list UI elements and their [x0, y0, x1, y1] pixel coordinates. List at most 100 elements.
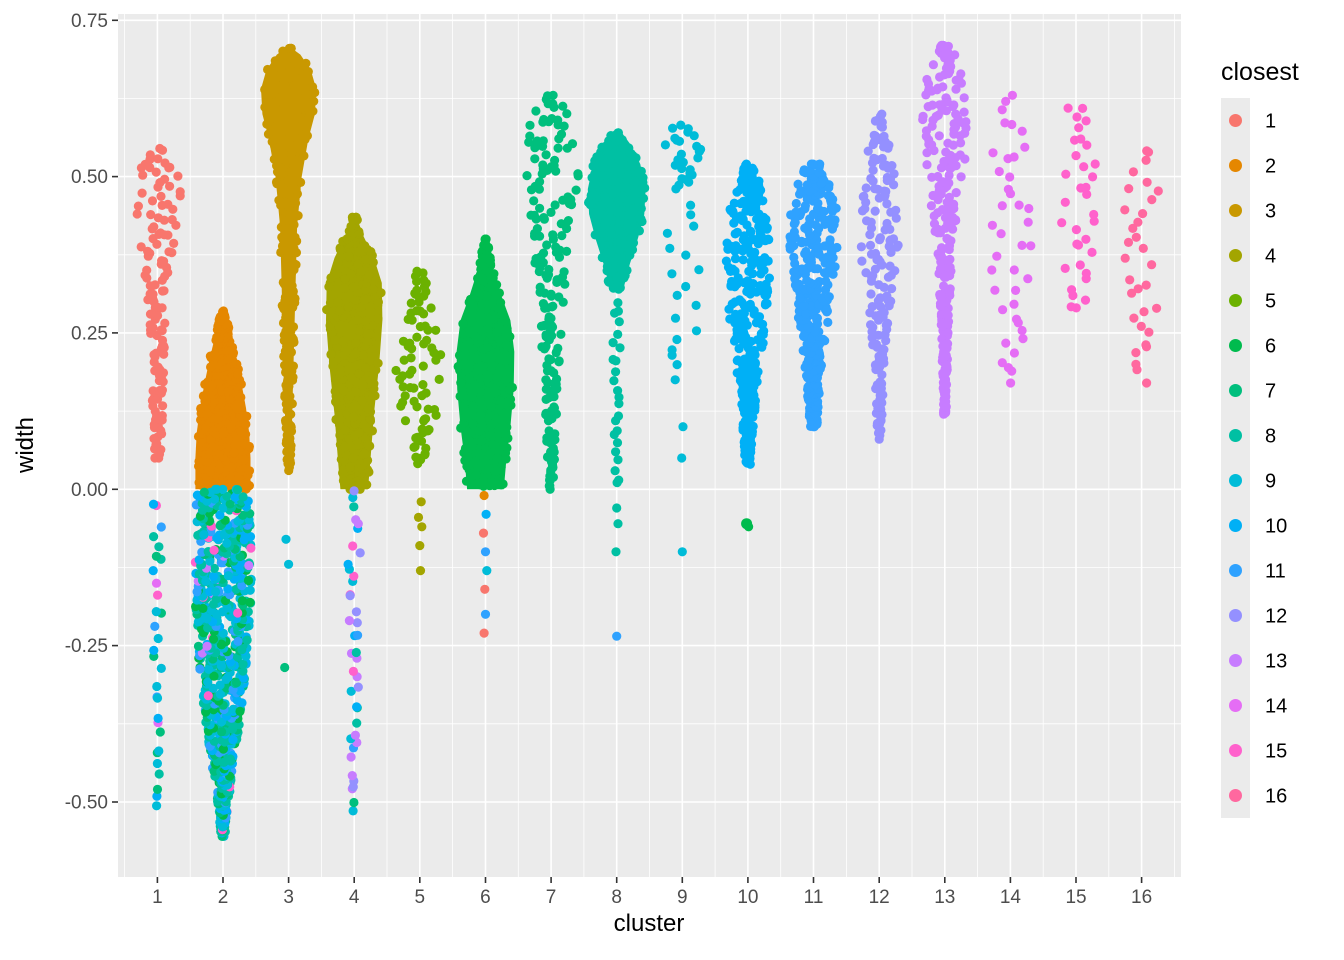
data-point	[405, 338, 415, 348]
data-point	[399, 355, 409, 365]
data-point	[937, 177, 947, 187]
data-point	[492, 372, 502, 382]
data-point	[1006, 378, 1016, 388]
data-point	[875, 235, 885, 245]
data-point	[733, 355, 743, 365]
data-point	[1147, 195, 1157, 205]
data-point	[536, 321, 547, 331]
data-point	[476, 410, 486, 420]
data-point	[148, 289, 158, 299]
data-point	[205, 556, 215, 566]
data-point	[152, 801, 162, 811]
data-point	[994, 166, 1004, 177]
data-point	[988, 148, 998, 158]
data-point	[791, 198, 801, 209]
cluster-1	[132, 143, 185, 811]
data-point	[212, 533, 222, 543]
data-point-outlier	[479, 628, 489, 638]
data-point	[1129, 313, 1139, 323]
data-point	[613, 329, 623, 339]
data-point-outlier	[481, 509, 491, 519]
data-point	[154, 542, 164, 552]
data-point	[157, 200, 167, 210]
data-point	[149, 222, 159, 232]
data-point	[227, 462, 237, 472]
data-point	[157, 303, 167, 313]
data-point	[815, 364, 825, 374]
data-point	[421, 388, 431, 398]
data-point	[1072, 239, 1082, 249]
data-point	[940, 393, 950, 403]
data-point	[681, 281, 691, 292]
data-point	[291, 248, 301, 258]
data-point	[280, 390, 290, 400]
data-point	[990, 285, 1000, 295]
data-point	[335, 369, 345, 379]
data-point	[548, 301, 558, 311]
data-point	[349, 502, 359, 512]
data-point	[791, 207, 801, 217]
data-point	[288, 142, 298, 152]
legend-entry-label: 7	[1265, 381, 1276, 403]
data-point	[217, 727, 227, 737]
data-point	[309, 96, 319, 106]
legend-entry-label: 15	[1265, 741, 1287, 763]
data-point	[340, 441, 350, 452]
data-point	[350, 730, 360, 740]
data-point	[722, 238, 732, 248]
data-point	[938, 383, 948, 393]
data-point	[1120, 253, 1130, 263]
cluster-4	[322, 212, 386, 816]
data-point	[155, 143, 165, 154]
data-point	[153, 633, 163, 644]
data-point	[746, 249, 756, 259]
y-tick-label: 0.25	[71, 323, 108, 344]
data-point	[496, 414, 506, 424]
data-point	[747, 163, 758, 173]
data-point	[553, 143, 563, 153]
data-point	[608, 354, 618, 365]
data-point	[608, 338, 618, 348]
x-tick-label: 15	[1065, 887, 1086, 908]
data-point	[339, 386, 349, 396]
data-point-outlier	[280, 662, 290, 673]
data-point	[923, 102, 933, 112]
data-point	[802, 275, 812, 286]
data-point	[349, 571, 359, 581]
data-point	[535, 282, 545, 292]
data-point	[1017, 240, 1027, 250]
data-point	[866, 173, 876, 184]
data-point	[548, 230, 558, 240]
data-point	[611, 447, 621, 457]
data-point	[215, 680, 225, 690]
data-point	[882, 218, 892, 229]
data-point	[886, 235, 896, 245]
data-point	[215, 510, 225, 520]
data-point	[501, 340, 511, 350]
data-point	[670, 375, 680, 385]
data-point	[725, 266, 736, 276]
data-point	[260, 84, 270, 95]
data-point	[398, 382, 408, 392]
data-point	[424, 425, 434, 435]
data-point	[928, 60, 939, 70]
data-point	[875, 430, 885, 440]
data-point	[360, 449, 370, 459]
data-point	[293, 125, 304, 135]
data-point	[230, 492, 240, 502]
data-point	[951, 84, 961, 94]
data-point	[260, 102, 270, 112]
data-point	[563, 216, 574, 226]
data-point	[367, 426, 377, 436]
data-point	[884, 140, 894, 150]
data-point	[196, 403, 206, 414]
data-point	[541, 341, 551, 351]
data-point	[1133, 284, 1143, 294]
data-point	[1009, 265, 1019, 275]
data-point	[535, 177, 545, 187]
data-point	[283, 123, 293, 133]
data-point	[1123, 237, 1134, 247]
data-point	[289, 337, 299, 347]
legend-entry-label: 1	[1265, 111, 1276, 133]
data-point	[286, 149, 296, 159]
